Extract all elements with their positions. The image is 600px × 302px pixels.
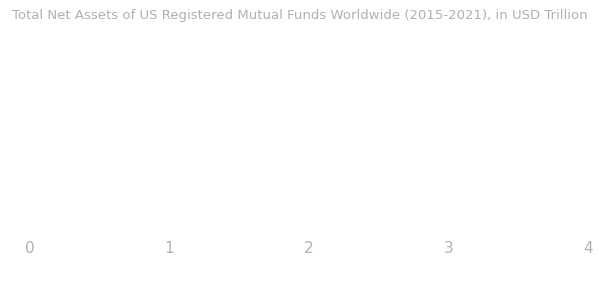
Text: Total Net Assets of US Registered Mutual Funds Worldwide (2015-2021), in USD Tri: Total Net Assets of US Registered Mutual… [12,9,587,22]
